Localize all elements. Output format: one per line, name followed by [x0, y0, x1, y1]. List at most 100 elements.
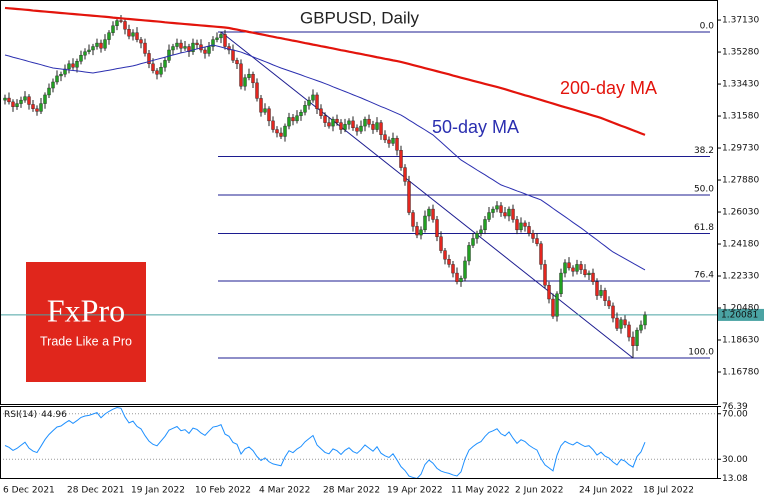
candle-body [587, 272, 591, 276]
candle-body [559, 272, 563, 295]
y-tick-label: 1.22330 [722, 272, 759, 282]
candle-body [387, 139, 391, 144]
candle-body [315, 94, 319, 109]
y-tick-label: 1.24180 [722, 240, 759, 250]
candle-body [359, 125, 363, 132]
candle-body [447, 259, 451, 265]
candle-body [55, 75, 59, 83]
candle-body [63, 68, 67, 75]
candle-body [255, 82, 259, 99]
rsi-panel-border [0, 406, 718, 479]
candle-body [215, 37, 219, 40]
candle-body [511, 208, 515, 220]
candle-body [235, 60, 239, 65]
candle-body [451, 264, 455, 274]
candle-body [555, 293, 559, 317]
candle-body [75, 61, 79, 68]
candle-body [123, 21, 127, 30]
candle-body [623, 319, 627, 326]
candle-body [291, 117, 295, 122]
y-tick-label: 1.29730 [722, 144, 759, 154]
candle-body [107, 32, 111, 40]
candle-body [459, 278, 463, 282]
y-tick-label: 1.20480 [722, 304, 759, 314]
candle-body [639, 324, 643, 331]
moving-average-line [4, 44, 646, 271]
candle-body [247, 73, 251, 78]
logo-brand: FxPro [47, 292, 125, 328]
candle-body [191, 42, 195, 52]
x-tick-label: 28 Dec 2021 [67, 486, 125, 496]
candle-body [15, 103, 19, 107]
y-tick-label: 1.18630 [722, 336, 759, 346]
logo-box [26, 262, 146, 382]
candle-body [83, 51, 87, 56]
candle-body [323, 115, 327, 123]
x-tick-label: 10 Feb 2022 [195, 486, 251, 496]
candle-body [327, 122, 331, 127]
fib-level-label: 61.8 [694, 223, 714, 233]
rsi-tick-label: 13.08 [722, 474, 748, 484]
candle-body [135, 32, 139, 40]
candle-body [71, 63, 75, 68]
candle-body [635, 329, 639, 346]
candle-body [263, 108, 267, 113]
candle-body [535, 238, 539, 244]
candle-body [111, 25, 115, 33]
candle-body [43, 94, 47, 104]
candle-body [367, 118, 371, 125]
candle-body [219, 34, 223, 39]
candle-body [87, 49, 91, 52]
candle-body [167, 49, 171, 61]
candle-body [491, 208, 495, 213]
candle-body [67, 63, 71, 70]
y-tick-label: 1.35280 [722, 48, 759, 58]
candle-body [455, 272, 459, 282]
candle-body [207, 46, 211, 54]
candle-body [203, 49, 207, 54]
candle-body [411, 212, 415, 227]
candle-body [499, 205, 503, 213]
candle-body [355, 127, 359, 132]
x-tick-label: 19 Apr 2022 [387, 486, 443, 496]
candle-body [103, 39, 107, 49]
candle-body [611, 305, 615, 319]
candle-body [603, 290, 607, 301]
candle-body [351, 120, 355, 129]
candle-body [151, 63, 155, 71]
candle-body [415, 226, 419, 236]
candle-body [95, 42, 99, 47]
candle-body [527, 226, 531, 234]
candle-body [583, 269, 587, 276]
candle-body [119, 20, 123, 22]
candle-body [423, 215, 427, 231]
candle-body [507, 208, 511, 217]
logo-tagline: Trade Like a Pro [40, 334, 132, 348]
candle-body [131, 32, 135, 37]
rsi-title: RSI(14) 44.96 [4, 410, 67, 420]
candle-body [267, 108, 271, 122]
candle-body [7, 97, 11, 103]
candle-body [155, 70, 159, 75]
labels-layer: GBPUSD, Daily RSI(14) 44.96 1.37130 1.3528… [3, 8, 759, 495]
candle-body [631, 336, 635, 346]
candle-body [407, 181, 411, 213]
candle-body [575, 264, 579, 272]
chart-title: GBPUSD, Daily [300, 8, 420, 27]
candle-body [51, 81, 55, 89]
candle-body [463, 260, 467, 279]
fib-level-label: 50.0 [694, 184, 714, 194]
candle-body [331, 118, 335, 127]
candle-body [47, 87, 51, 96]
candle-body [303, 105, 307, 113]
y-tick-label: 1.37130 [722, 16, 759, 26]
rsi-tick-label: 76.39 [722, 402, 748, 412]
y-tick-label: 1.27880 [722, 176, 759, 186]
rsi-name: RSI(14) [4, 410, 37, 420]
candle-body [79, 54, 83, 62]
candle-body [91, 46, 95, 51]
candle-body [383, 134, 387, 141]
candle-body [419, 229, 423, 236]
